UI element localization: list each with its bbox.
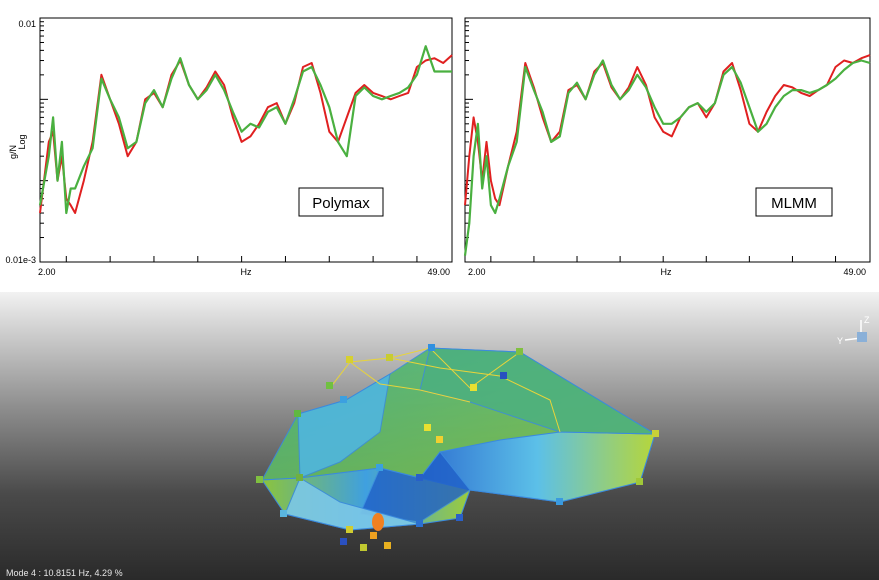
method-label-box — [298, 187, 384, 217]
polymax-chart[interactable]: 0.01 0.01e-3 g/N Log 2.00 49.00 Hz Polym… — [0, 0, 460, 292]
y-axis-label-unit: g/N — [8, 145, 18, 159]
x-left-tick-label: 2.00 — [468, 267, 486, 277]
triad-y-label: Y — [837, 336, 843, 346]
mode-status-text: Mode 4 : 10.8151 Hz, 4.29 % — [6, 568, 123, 578]
method-label-box — [755, 187, 833, 217]
method-label: MLMM — [771, 195, 817, 212]
y-bottom-tick-label: 0.01e-3 — [5, 255, 36, 265]
series-group — [463, 54, 871, 256]
x-right-tick-label: 49.00 — [427, 267, 450, 277]
frf-plot-area: 0.01 0.01e-3 g/N Log 2.00 49.00 Hz Polym… — [0, 0, 879, 292]
mlmm-chart[interactable]: 2.00 49.00 Hz MLMM — [460, 0, 879, 292]
series-group — [38, 45, 453, 215]
3d-viewport[interactable]: Z Y Mode 4 : 10.8151 Hz, 4.29 % — [0, 292, 879, 580]
synthesized-frf-line — [38, 45, 452, 215]
y-axis-label-scale: Log — [17, 134, 27, 149]
measured-frf-line — [39, 54, 453, 214]
mesh-nodes — [256, 344, 659, 551]
x-axis-label: Hz — [661, 267, 672, 277]
mode-shape-model[interactable] — [0, 292, 879, 580]
synthesized-frf-line — [463, 59, 871, 256]
mesh-surfaces — [261, 347, 657, 531]
coordinate-triad-icon: Z Y — [837, 315, 870, 346]
x-right-tick-label: 49.00 — [843, 267, 866, 277]
triad-z-label: Z — [864, 315, 870, 325]
x-left-tick-label: 2.00 — [38, 267, 56, 277]
y-top-tick-label: 0.01 — [18, 19, 36, 29]
plot-frame — [464, 17, 871, 263]
method-label: Polymax — [312, 195, 370, 212]
x-axis-label: Hz — [241, 267, 252, 277]
